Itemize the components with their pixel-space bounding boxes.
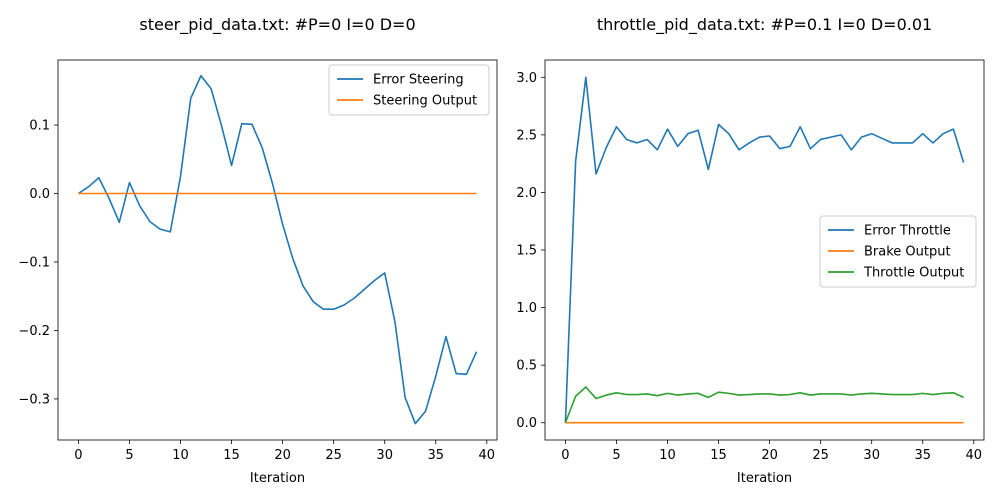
legend-label-throttle-output: Throttle Output (863, 266, 964, 281)
x-tick-label: 25 (812, 448, 829, 463)
x-tick-label: 5 (612, 448, 620, 463)
legend-label-steering-output: Steering Output (373, 94, 477, 109)
y-tick-label: −0.3 (18, 392, 50, 407)
x-tick-label: 5 (125, 448, 133, 463)
x-tick-label: 10 (172, 448, 189, 463)
y-tick-label: −0.2 (18, 324, 50, 339)
legend-box (328, 64, 490, 116)
x-tick-label: 0 (561, 448, 569, 463)
x-tick-label: 15 (223, 448, 240, 463)
legend-box (819, 215, 977, 288)
series-line-error-throttle (564, 76, 965, 423)
x-tick-label: 40 (966, 448, 983, 463)
y-tick-label: 2.0 (516, 186, 537, 201)
x-tick-label: 35 (914, 448, 931, 463)
x-tick-label: 30 (863, 448, 880, 463)
series-line-throttle-output (564, 386, 964, 424)
y-tick-label: 0.0 (516, 416, 537, 431)
x-tick-label: 35 (427, 448, 444, 463)
legend-label-brake-output: Brake Output (864, 245, 951, 260)
y-tick-label: 0.0 (29, 187, 50, 202)
x-axis-label: Iteration (250, 471, 305, 486)
y-tick-label: 2.5 (516, 128, 537, 143)
x-tick-label: 30 (376, 448, 393, 463)
legend-label-error-steering: Error Steering (373, 73, 464, 88)
steering-chart: steer_pid_data.txt: #P=0 I=0 D=0 0 5 10 15 20… (18, 15, 498, 486)
throttle-chart: throttle_pid_data.txt: #P=0.1 I=0 D=0.01… (516, 15, 985, 486)
y-tick-label: 0.1 (29, 119, 50, 134)
plot-frame (544, 59, 985, 441)
x-tick-label: 25 (325, 448, 342, 463)
series-line-error-steering (77, 74, 478, 425)
y-tick-label: −0.1 (18, 255, 50, 270)
x-axis-label: Iteration (737, 471, 792, 486)
chart-title: throttle_pid_data.txt: #P=0.1 I=0 D=0.01 (597, 15, 932, 35)
y-tick-label: 1.0 (516, 301, 537, 316)
y-tick-label: 3.0 (516, 71, 537, 86)
x-tick-label: 40 (479, 448, 496, 463)
x-tick-label: 10 (659, 448, 676, 463)
x-tick-label: 0 (74, 448, 82, 463)
chart-title: steer_pid_data.txt: #P=0 I=0 D=0 (139, 15, 415, 35)
legend-label-error-throttle: Error Throttle (864, 224, 951, 239)
y-tick-label: 1.5 (516, 244, 537, 259)
x-tick-label: 20 (761, 448, 778, 463)
plot-frame (57, 59, 498, 441)
x-tick-label: 15 (710, 448, 727, 463)
y-tick-label: 0.5 (516, 359, 537, 374)
x-tick-label: 20 (274, 448, 291, 463)
